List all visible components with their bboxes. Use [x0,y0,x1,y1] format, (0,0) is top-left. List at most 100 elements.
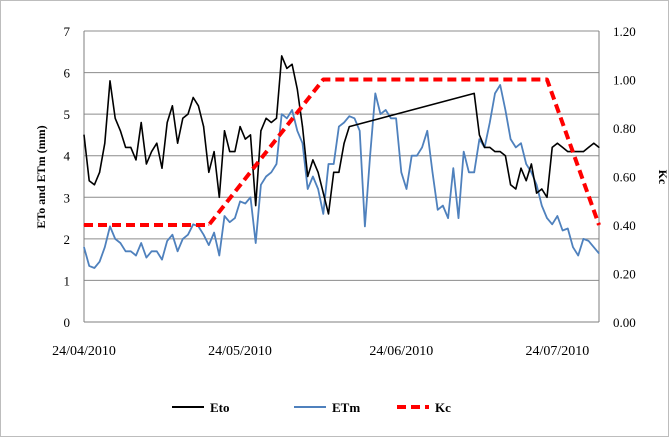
data-point [551,223,553,225]
data-point [286,67,288,70]
data-point [177,142,179,144]
legend-label-kc: Kc [435,400,451,415]
data-point [140,242,142,244]
data-point [130,250,132,252]
data-point [561,146,564,148]
data-point [218,196,220,198]
x-tick-label: 24/04/2010 [52,344,116,359]
data-point [130,146,132,148]
data-point [208,224,210,226]
data-point [598,146,600,148]
data-point [151,250,153,252]
data-point [99,261,101,263]
data-point [442,205,444,207]
data-point [218,254,220,257]
data-point [125,146,127,148]
data-point [208,244,210,246]
data-point [119,130,122,132]
y-tick-label: 0 [64,315,71,330]
data-point [364,225,366,227]
series-line-etm [83,84,600,269]
data-point [343,121,345,124]
legend: Eto ETm Kc [172,400,451,415]
data-point [374,92,376,94]
y2-tick-label: 0.20 [613,267,636,282]
data-point [296,130,298,132]
data-point [385,109,387,111]
data-point [270,171,272,173]
data-point [307,175,309,178]
data-point [333,171,335,173]
data-point [431,171,434,173]
data-point [509,138,512,140]
data-point [192,96,194,99]
data-point [567,150,569,153]
data-point [156,142,158,144]
data-point [525,180,527,182]
data-point [593,246,595,248]
data-point [530,163,532,165]
data-point [322,213,324,215]
data-point [177,250,179,252]
data-point [114,117,116,119]
series-kc [83,77,601,227]
data-point [582,238,584,240]
data-point [109,80,111,82]
data-point [489,146,491,148]
data-point [556,215,558,217]
y-tick-label: 1 [64,273,71,288]
data-point [494,150,496,153]
data-point [156,250,158,252]
data-point [421,146,423,148]
data-point [333,163,335,165]
data-point [151,150,153,153]
y-tick-label: 4 [64,149,71,164]
data-point [307,188,309,190]
data-point [530,171,532,173]
data-point [161,259,163,261]
legend-label-etm: ETm [332,400,360,415]
data-point [114,238,116,240]
data-point [234,217,236,219]
data-point [140,121,142,124]
data-point [473,171,475,173]
y2-tick-label: 1.00 [613,73,636,88]
y2-tick-label: 0.00 [613,315,636,330]
data-point [598,224,600,226]
data-point [317,188,319,190]
data-point [556,142,558,144]
y2-tick-label: 0.60 [613,170,636,185]
data-point [260,130,262,132]
data-point [223,130,226,132]
y2-tick-label: 0.80 [613,121,636,136]
y2-tick-label: 0.40 [613,218,636,233]
data-point [234,150,236,153]
data-point [499,150,501,153]
y2-tick-label: 1.20 [613,24,636,39]
data-point [244,138,246,140]
data-point [426,130,428,132]
data-point [395,117,397,119]
data-point [535,184,538,186]
data-point [104,246,106,248]
data-point [468,171,470,173]
y-tick-label: 2 [64,232,71,247]
data-point [587,146,590,148]
data-point [249,134,252,136]
data-point [291,109,293,111]
data-point [463,150,465,153]
data-point [400,171,402,173]
data-point [587,240,590,242]
data-point [348,115,350,117]
data-point [437,209,439,211]
data-point [546,78,548,81]
data-point [494,92,496,94]
series-line-kc [84,77,601,227]
data-point [447,217,449,219]
data-point [312,175,314,178]
data-point [515,188,517,190]
data-point [541,205,543,207]
y-axis-label: ETo and ETm (mm) [34,125,48,228]
data-point [109,225,111,227]
